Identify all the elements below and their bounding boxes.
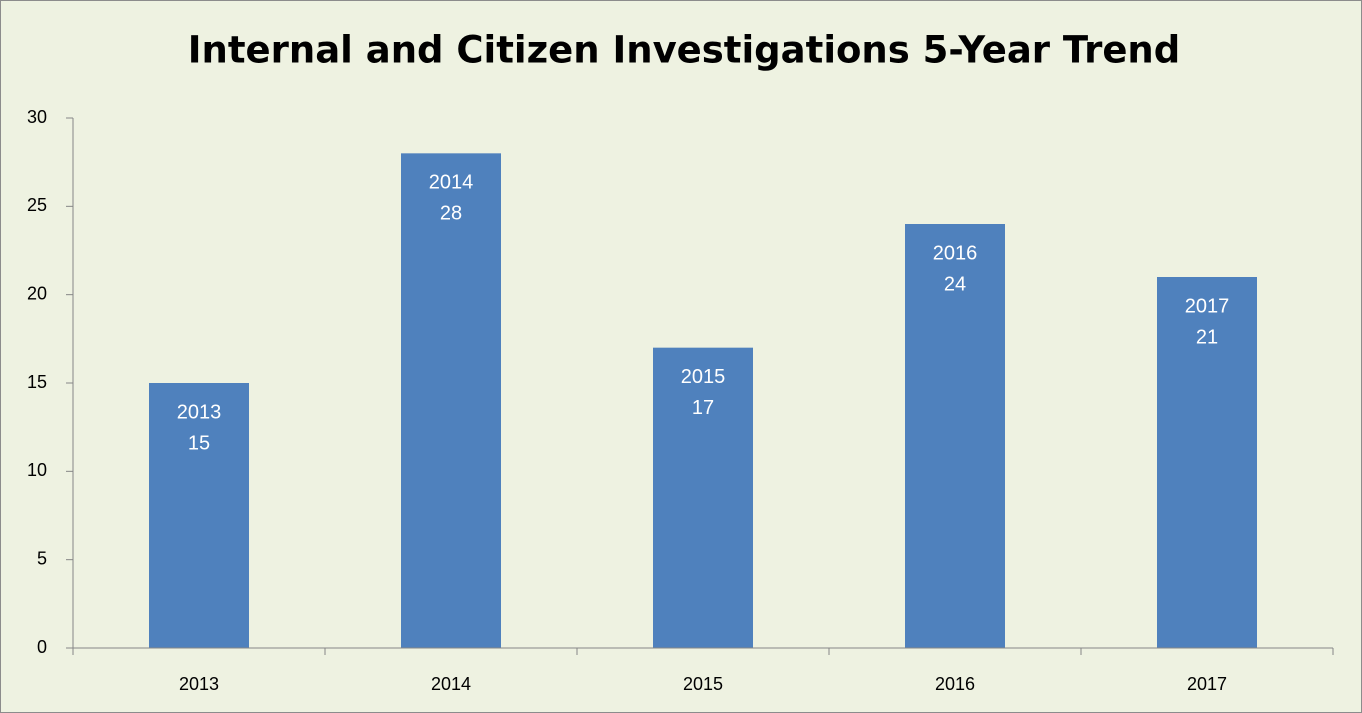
y-tick-label: 0 [37,637,47,657]
x-tick-label: 2013 [179,674,219,694]
chart-title: Internal and Citizen Investigations 5-Ye… [188,29,1181,72]
data-label-value: 24 [944,273,966,295]
data-label-category: 2014 [429,172,474,194]
data-label-category: 2015 [681,366,726,388]
data-label-value: 21 [1196,326,1218,348]
data-label-category: 2013 [177,401,222,423]
bar [905,224,1005,648]
x-tick-label: 2015 [683,674,723,694]
x-tick-label: 2016 [935,674,975,694]
y-tick-label: 10 [27,460,47,480]
x-tick-label: 2017 [1187,674,1227,694]
bar [1157,277,1257,648]
y-tick-label: 25 [27,195,47,215]
y-tick-label: 15 [27,372,47,392]
data-label-category: 2017 [1185,295,1230,317]
data-label-category: 2016 [933,242,978,264]
bar [149,383,249,648]
y-tick-label: 30 [27,107,47,127]
bar [653,347,753,648]
bar [401,153,501,649]
data-label-value: 15 [188,432,210,454]
x-tick-label: 2014 [431,674,471,694]
y-tick-label: 5 [37,548,47,568]
y-tick-label: 20 [27,283,47,303]
data-label-value: 28 [440,203,462,225]
data-label-value: 17 [692,397,714,419]
